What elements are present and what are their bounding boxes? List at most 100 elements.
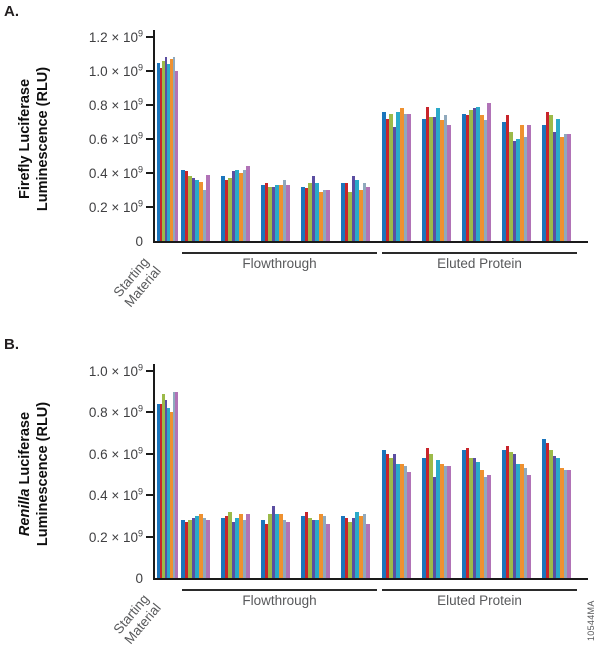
bar	[480, 115, 484, 241]
x-group-label-flowthrough: Flowthrough	[242, 593, 317, 608]
y-axis-line	[153, 30, 155, 243]
bar	[228, 178, 232, 241]
y-axis-title: Renilla Luciferase Luminescence (RLU)	[16, 402, 52, 546]
bar	[469, 457, 473, 578]
x-axis-line	[153, 241, 588, 243]
bar	[545, 111, 550, 241]
bar	[159, 67, 163, 241]
bar	[552, 132, 557, 241]
bar	[246, 166, 250, 241]
bar	[184, 171, 189, 241]
y-axis-line	[153, 364, 155, 580]
bar	[304, 188, 309, 241]
y-tick-mark	[146, 452, 153, 455]
chart-panel-b: B. Renilla Luciferase Luminescence (RLU)…	[0, 324, 600, 648]
bar	[199, 181, 203, 241]
bar	[199, 513, 203, 578]
bar	[242, 169, 247, 241]
bar	[483, 120, 488, 241]
bar	[191, 517, 196, 578]
y-tick-label: 0.8 × 109	[88, 403, 143, 421]
bar	[487, 474, 491, 578]
panel-label-a: A.	[4, 3, 19, 20]
bar	[268, 513, 272, 578]
bar	[396, 111, 400, 241]
bar	[311, 176, 316, 241]
bar	[542, 125, 546, 241]
bar	[286, 522, 290, 578]
bar	[264, 183, 269, 241]
bar	[315, 183, 319, 241]
bar	[403, 466, 408, 578]
bar	[527, 125, 531, 241]
x-group-label-flowthrough: Flowthrough	[242, 256, 317, 271]
bar	[279, 184, 283, 241]
bar	[400, 464, 404, 578]
x-group-label-starting-material: Starting Material	[110, 254, 164, 311]
bar	[301, 515, 305, 578]
bar	[231, 171, 236, 241]
bar	[235, 517, 239, 578]
y-tick-mark	[146, 370, 153, 372]
bar	[432, 476, 437, 578]
bar	[359, 190, 363, 241]
eluted-protein-bracket-line	[382, 252, 577, 254]
bar	[556, 118, 560, 241]
bar	[403, 113, 408, 241]
bar	[552, 455, 557, 578]
bar	[221, 517, 225, 578]
bar	[322, 515, 327, 578]
bar	[188, 176, 192, 241]
chart-panel-a: A. Firefly Luciferase Luminescence (RLU)…	[0, 0, 600, 324]
bar	[520, 464, 524, 578]
y-tick-mark	[146, 206, 153, 208]
bar	[443, 466, 448, 578]
bar	[311, 520, 316, 578]
bar	[472, 108, 477, 241]
bar	[355, 179, 359, 241]
bar	[542, 439, 546, 578]
bar	[385, 118, 390, 241]
bar	[465, 447, 470, 578]
y-tick-label: 0.6 × 109	[88, 445, 143, 462]
bar	[447, 125, 451, 241]
flowthrough-bracket-line	[182, 252, 377, 254]
bar	[275, 513, 279, 578]
bar	[181, 520, 185, 578]
bar	[527, 474, 531, 578]
bar	[264, 524, 269, 578]
bar	[308, 517, 312, 578]
bar	[465, 115, 470, 241]
bar	[191, 178, 196, 241]
bar	[206, 174, 210, 241]
bar	[246, 513, 250, 578]
bar	[239, 173, 243, 241]
bar	[440, 120, 444, 241]
bar	[440, 464, 444, 578]
bar	[389, 113, 393, 241]
bar	[224, 515, 229, 578]
bar	[175, 71, 178, 241]
bar	[385, 453, 390, 578]
bar	[162, 393, 165, 578]
y-tick-label: 1.2 × 109	[88, 28, 143, 45]
y-tick-mark	[146, 411, 153, 414]
bar	[206, 520, 210, 578]
bar	[512, 140, 517, 241]
bar	[355, 511, 359, 578]
bar	[157, 62, 160, 241]
y-tick-label: 0	[135, 571, 143, 586]
bar	[271, 186, 276, 241]
bar	[308, 183, 312, 241]
bar	[159, 404, 163, 578]
bar	[382, 449, 386, 578]
y-tick-mark	[146, 535, 153, 538]
x-group-label-eluted-protein: Eluted Protein	[437, 256, 522, 271]
bar	[516, 139, 520, 241]
bar	[170, 59, 173, 241]
bar	[242, 520, 247, 578]
y-axis-title-line1: Firefly Luciferase	[16, 78, 33, 200]
bar	[188, 520, 192, 578]
bar	[512, 453, 517, 578]
bar	[407, 113, 411, 241]
